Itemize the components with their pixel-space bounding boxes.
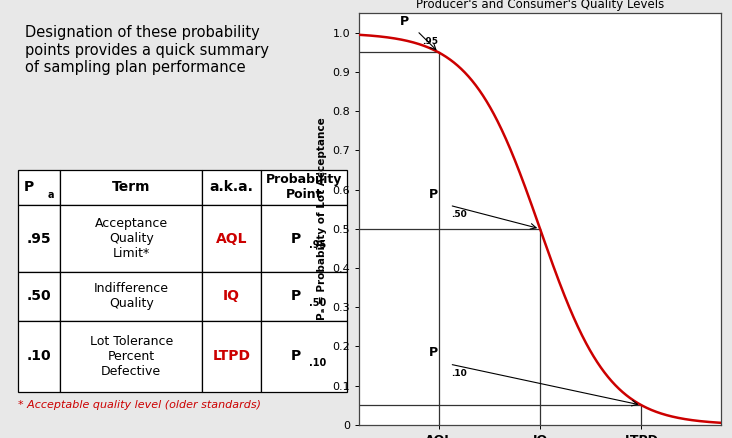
- Text: .50: .50: [27, 290, 51, 304]
- Bar: [202, 170, 261, 205]
- Bar: [61, 170, 202, 205]
- Text: .95: .95: [27, 232, 51, 246]
- Text: Indifference
Quality: Indifference Quality: [94, 283, 169, 310]
- Text: Acceptance
Quality
Limit*: Acceptance Quality Limit*: [94, 217, 168, 260]
- Text: Term: Term: [112, 180, 151, 194]
- Text: P: P: [23, 180, 34, 194]
- Text: P: P: [291, 350, 301, 364]
- Bar: [261, 170, 347, 205]
- Text: * Acceptable quality level (older standards): * Acceptable quality level (older standa…: [18, 400, 261, 410]
- Text: a.k.a.: a.k.a.: [209, 180, 253, 194]
- Text: P: P: [429, 346, 438, 359]
- Text: .10: .10: [452, 369, 467, 378]
- Text: LTPD: LTPD: [212, 350, 250, 364]
- Text: P: P: [291, 232, 301, 246]
- Bar: [261, 205, 347, 272]
- Bar: [18, 272, 61, 321]
- Bar: [18, 205, 61, 272]
- Text: Probability
Point: Probability Point: [266, 173, 343, 201]
- Bar: [202, 321, 261, 392]
- Text: a: a: [48, 190, 54, 200]
- Bar: [61, 205, 202, 272]
- Text: .95: .95: [309, 240, 326, 250]
- Bar: [261, 321, 347, 392]
- Text: P: P: [429, 187, 438, 201]
- Text: IQ: IQ: [223, 290, 240, 304]
- Bar: [18, 321, 61, 392]
- Text: Lot Tolerance
Percent
Defective: Lot Tolerance Percent Defective: [89, 335, 173, 378]
- Text: AQL: AQL: [216, 232, 247, 246]
- Bar: [202, 205, 261, 272]
- Bar: [202, 272, 261, 321]
- Text: .50: .50: [309, 298, 326, 308]
- Bar: [261, 272, 347, 321]
- Bar: [61, 321, 202, 392]
- Text: P: P: [400, 15, 409, 28]
- Text: .50: .50: [452, 210, 467, 219]
- Text: .10: .10: [309, 358, 326, 368]
- Y-axis label: Pₐ = Probability of Lot Acceptance: Pₐ = Probability of Lot Acceptance: [317, 118, 326, 320]
- Text: Designation of these probability
points provides a quick summary
of sampling pla: Designation of these probability points …: [25, 25, 269, 75]
- Bar: [61, 272, 202, 321]
- Bar: [18, 170, 61, 205]
- Text: .10: .10: [27, 350, 51, 364]
- Title: Producer's and Consumer's Quality Levels: Producer's and Consumer's Quality Levels: [416, 0, 664, 11]
- Text: .95: .95: [422, 38, 438, 46]
- Text: P: P: [291, 290, 301, 304]
